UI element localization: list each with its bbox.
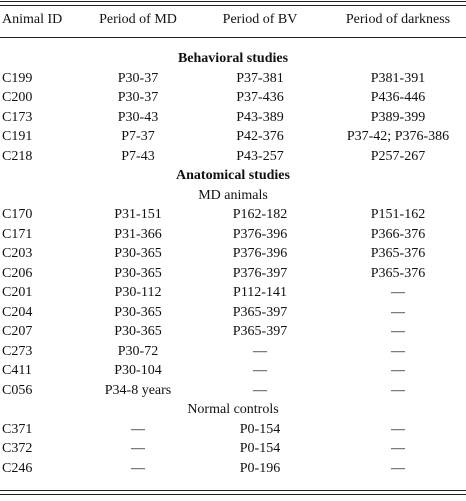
period-cell: P42-376 (236, 129, 284, 144)
period-cell: P37-42; P376-386 (346, 129, 450, 144)
period-cell: — (391, 324, 405, 339)
period-cell: P30-37 (117, 90, 159, 105)
animal-id: C204 (2, 304, 33, 320)
animal-id: C203 (2, 246, 33, 261)
column-header: Period of darkness (345, 12, 451, 27)
section-title: Anatomical studies (176, 168, 290, 183)
period-cell: P257-267 (370, 148, 426, 164)
period-cell: P389-399 (370, 109, 426, 125)
period-cell: — (253, 382, 267, 398)
period-cell: P37-381 (236, 70, 284, 86)
animal-id: C411 (2, 363, 32, 378)
animal-id: C201 (2, 285, 33, 300)
period-cell: — (391, 421, 405, 437)
period-cell: P376-396 (232, 246, 288, 261)
period-cell: P30-365 (114, 304, 162, 320)
period-cell: P34-8 years (104, 382, 172, 398)
period-cell: P30-365 (114, 246, 162, 261)
column-header: Period of BV (222, 12, 298, 27)
group-title: Normal controls (187, 402, 279, 417)
animal-id: C173 (2, 109, 33, 125)
period-cell: P31-151 (114, 207, 162, 222)
period-cell: P376-396 (232, 226, 288, 242)
period-cell: — (391, 460, 405, 476)
period-cell: — (131, 460, 145, 476)
section-title: Behavioral studies (177, 51, 289, 66)
period-cell: — (253, 343, 267, 359)
period-cell: P376-397 (232, 265, 288, 281)
animal-id: C199 (2, 70, 33, 86)
animal-id: C200 (2, 90, 33, 105)
period-cell: P30-104 (114, 363, 162, 378)
animal-id: C207 (2, 324, 33, 339)
period-cell: — (391, 343, 405, 359)
animal-id: C171 (2, 226, 33, 242)
bottom-rule (0, 494, 466, 495)
period-cell: — (131, 441, 145, 456)
period-cell: P7-43 (121, 148, 155, 164)
period-cell: P0-154 (239, 441, 281, 456)
period-cell: P162-182 (232, 207, 288, 222)
period-cell: P0-154 (239, 421, 281, 437)
period-cell: P30-37 (117, 70, 159, 86)
period-cell: P436-446 (370, 90, 426, 105)
animal-id: C206 (2, 265, 33, 281)
header-rule (0, 37, 466, 38)
group-title: MD animals (198, 187, 268, 203)
period-cell: P43-257 (236, 148, 284, 164)
period-cell: P365-397 (232, 324, 288, 339)
period-cell: P30-365 (114, 324, 162, 339)
animal-id: C170 (2, 207, 33, 222)
animal-id: C191 (2, 129, 33, 144)
period-cell: P30-72 (117, 343, 159, 359)
animal-id: C273 (2, 343, 33, 359)
period-cell: P37-436 (236, 90, 284, 105)
animal-id: C246 (2, 460, 33, 476)
period-cell: P365-376 (370, 265, 426, 281)
period-cell: P43-389 (236, 109, 284, 125)
period-cell: P30-43 (117, 109, 159, 125)
period-cell: — (131, 421, 145, 437)
period-cell: — (253, 363, 267, 378)
top-rule (0, 5, 466, 6)
period-cell: P365-397 (232, 304, 288, 320)
period-cell: P365-376 (370, 246, 426, 261)
period-cell: P0-196 (239, 460, 281, 476)
column-header: Animal ID (2, 12, 63, 27)
period-cell: — (391, 285, 405, 300)
period-cell: P151-162 (370, 207, 426, 222)
animal-id: C371 (2, 421, 33, 437)
animal-id: C056 (2, 382, 33, 398)
period-cell: P112-141 (233, 285, 287, 300)
period-cell: P30-112 (114, 285, 162, 300)
column-header: Period of MD (99, 12, 177, 27)
period-cell: P381-391 (370, 70, 426, 86)
period-cell: — (391, 363, 405, 378)
period-cell: P31-366 (114, 226, 162, 242)
period-cell: — (391, 382, 405, 398)
period-cell: — (391, 304, 405, 320)
animal-id: C218 (2, 148, 33, 164)
period-cell: P30-365 (114, 265, 162, 281)
animal-id: C372 (2, 441, 33, 456)
period-cell: P366-376 (370, 226, 426, 242)
period-cell: — (391, 441, 405, 456)
period-cell: P7-37 (121, 129, 155, 144)
bottom-rule (0, 490, 466, 491)
top-rule (0, 1, 466, 2)
